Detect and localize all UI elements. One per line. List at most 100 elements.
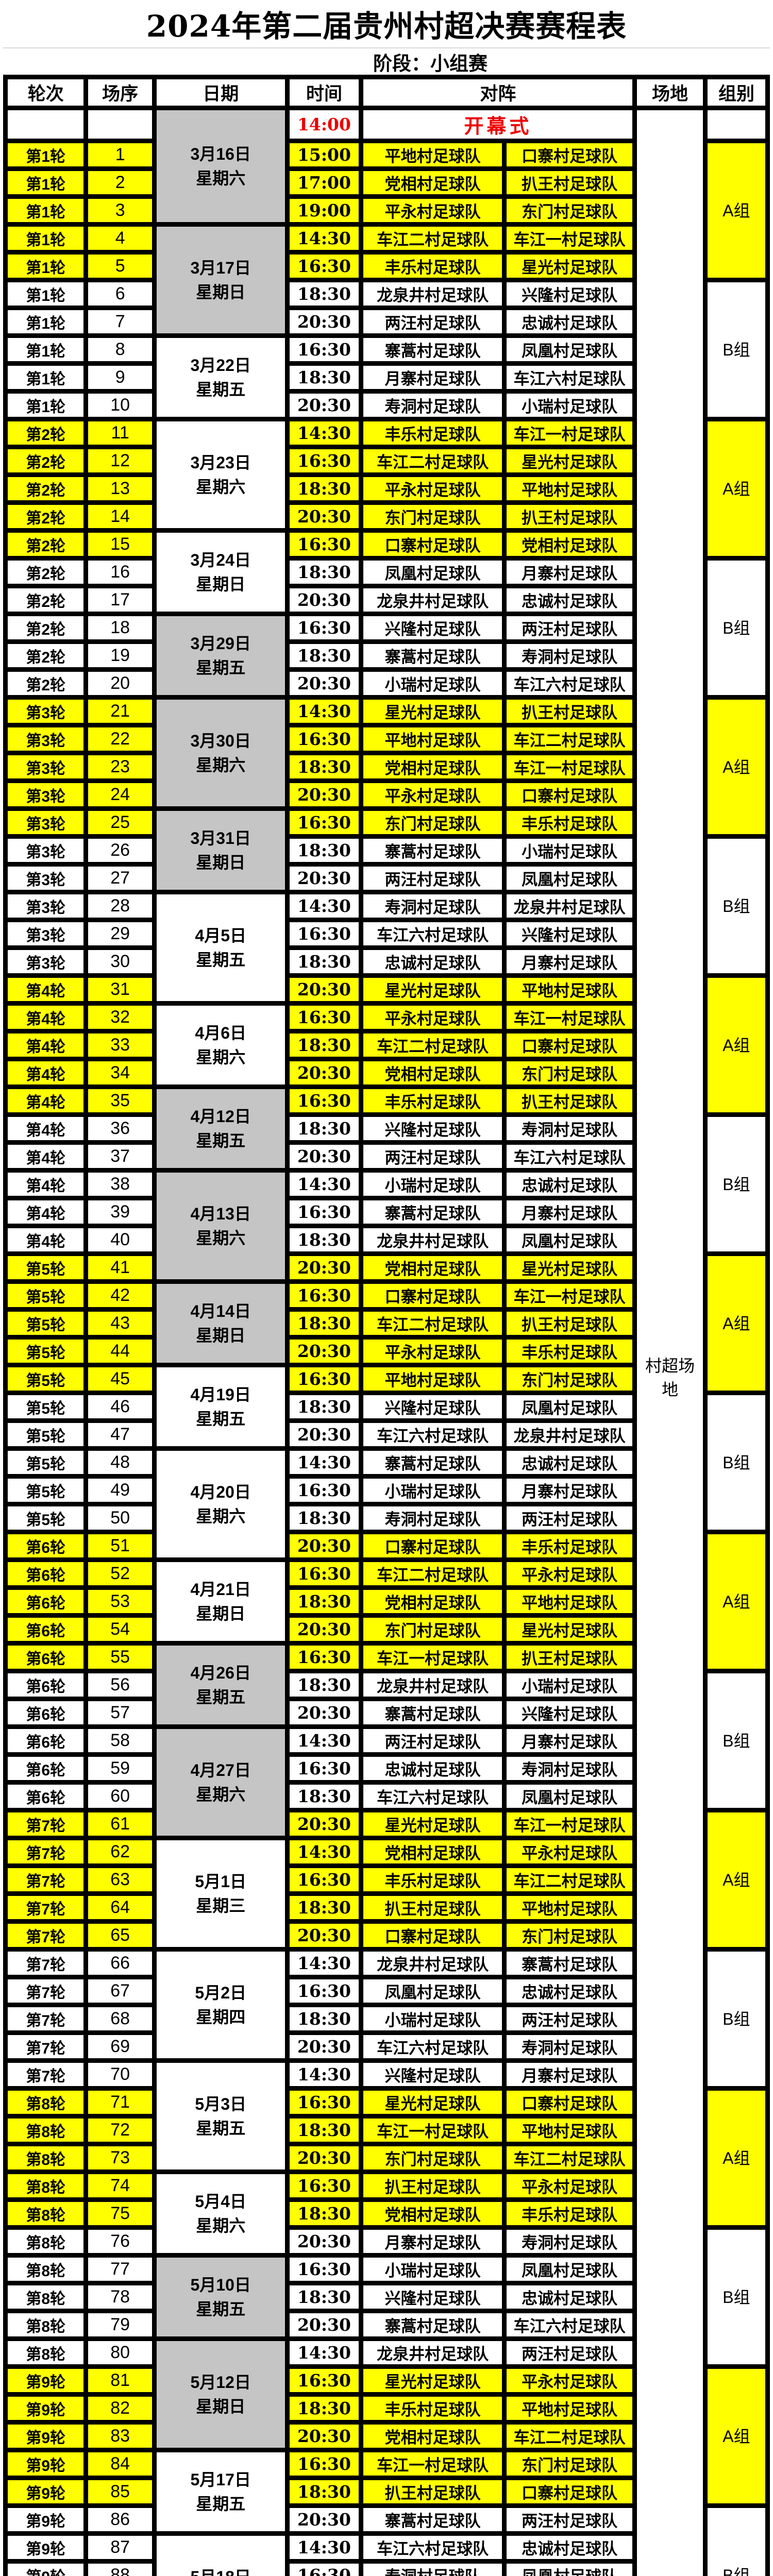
round-cell: 第3轮 — [3, 723, 89, 755]
time-cell: 18:30 — [284, 639, 364, 672]
round-cell: 第9轮 — [3, 2420, 89, 2452]
away-team-cell: 星光村足球队 — [501, 1613, 637, 1646]
home-team-cell: 兴隆村足球队 — [359, 1391, 507, 1423]
date-cell: 3月23日 星期六 — [152, 417, 290, 533]
date-cell: 4月26日 星期五 — [152, 1641, 290, 1729]
away-team-cell: 兴隆村足球队 — [501, 918, 637, 950]
away-team-cell: 月寨村足球队 — [501, 1724, 637, 1757]
time-cell: 16:30 — [284, 1084, 364, 1117]
home-team-cell: 扒王村足球队 — [359, 2170, 507, 2202]
date-cell: 3月31日 星期日 — [152, 806, 290, 894]
round-cell: 第4轮 — [3, 973, 89, 1006]
round-cell: 第3轮 — [3, 862, 89, 894]
date-text: 3月24日 — [190, 551, 251, 570]
date-cell: 4月5日 星期五 — [152, 890, 290, 1006]
match-number-cell: 73 — [83, 2142, 157, 2174]
match-number-cell: 49 — [83, 1474, 157, 1506]
home-team-cell: 寨蒿村足球队 — [359, 333, 507, 366]
time-cell: 19:00 — [284, 194, 364, 227]
time-cell: 18:30 — [284, 2003, 364, 2035]
date-cell: 4月14日 星期日 — [152, 1279, 290, 1367]
away-team-cell: 两汪村足球队 — [501, 612, 637, 644]
away-team-cell: 平永村足球队 — [501, 2170, 637, 2202]
time-cell: 14:00 — [284, 106, 364, 143]
home-team-cell: 两汪村足球队 — [359, 306, 507, 338]
round-cell: 第8轮 — [3, 2197, 89, 2230]
away-team-cell: 东门村足球队 — [501, 1919, 637, 1952]
home-team-cell: 凤凰村足球队 — [359, 1975, 507, 2007]
time-cell: 20:30 — [284, 2309, 364, 2341]
match-number-cell: 82 — [83, 2392, 157, 2425]
round-cell: 第4轮 — [3, 1112, 89, 1145]
home-team-cell: 车江二村足球队 — [359, 222, 507, 255]
home-team-cell: 小瑞村足球队 — [359, 1474, 507, 1506]
weekday-text: 星期五 — [196, 2494, 246, 2513]
page-title: 2024年第二届贵州村超决赛赛程表 — [146, 9, 627, 44]
time-cell: 20:30 — [284, 584, 364, 616]
weekday-text: 星期日 — [196, 282, 246, 301]
home-team-cell: 平永村足球队 — [359, 472, 507, 505]
time-cell: 16:30 — [284, 2253, 364, 2285]
time-cell: 14:30 — [284, 222, 364, 255]
away-team-cell: 凤凰村足球队 — [501, 333, 637, 366]
home-team-cell: 东门村足球队 — [359, 806, 507, 839]
home-team-cell: 车江六村足球队 — [359, 918, 507, 950]
round-cell: 第3轮 — [3, 806, 89, 839]
header-time: 时间 — [284, 75, 364, 110]
header-group: 组别 — [702, 75, 770, 110]
round-cell: 第2轮 — [3, 445, 89, 477]
time-cell: 16:30 — [284, 723, 364, 755]
header-matchup: 对阵 — [359, 75, 637, 110]
date-text: 3月16日 — [190, 145, 251, 164]
match-number-cell: 4 — [83, 222, 157, 255]
away-team-cell: 寿洞村足球队 — [501, 2030, 637, 2063]
home-team-cell: 平永村足球队 — [359, 778, 507, 811]
round-cell: 第9轮 — [3, 2559, 89, 2576]
group-label-cell: A组 — [702, 1808, 770, 1952]
round-cell: 第4轮 — [3, 1001, 89, 1033]
round-cell: 第7轮 — [3, 2003, 89, 2035]
away-team-cell: 车江一村足球队 — [501, 417, 637, 449]
match-number-cell: 86 — [83, 2503, 157, 2536]
away-team-cell: 小瑞村足球队 — [501, 1669, 637, 1701]
home-team-cell: 两汪村足球队 — [359, 1724, 507, 1757]
time-cell: 16:30 — [284, 528, 364, 561]
match-number-cell: 52 — [83, 1557, 157, 1590]
time-cell: 18:30 — [284, 1780, 364, 1812]
time-cell: 16:30 — [284, 2559, 364, 2576]
away-team-cell: 车江六村足球队 — [501, 1140, 637, 1173]
home-team-cell: 车江六村足球队 — [359, 2531, 507, 2564]
date-cell: 3月30日 星期六 — [152, 695, 290, 811]
header-match-no: 场序 — [83, 75, 157, 110]
group-label-cell: A组 — [702, 2364, 770, 2508]
date-text: 5月3日 — [195, 2095, 246, 2114]
weekday-text: 星期五 — [196, 1687, 246, 1706]
weekday-text: 星期五 — [196, 2299, 246, 2318]
match-number-cell: 75 — [83, 2197, 157, 2230]
away-team-cell: 车江二村足球队 — [501, 723, 637, 755]
match-number-cell: 27 — [83, 862, 157, 894]
away-team-cell: 党相村足球队 — [501, 528, 637, 561]
date-cell: 4月19日 星期五 — [152, 1363, 290, 1451]
time-cell: 18:30 — [284, 278, 364, 310]
match-number-cell: 84 — [83, 2448, 157, 2480]
match-number-cell: 2 — [83, 166, 157, 199]
time-cell: 16:30 — [284, 1196, 364, 1228]
round-cell: 第5轮 — [3, 1446, 89, 1479]
date-text: 3月29日 — [190, 634, 251, 653]
away-team-cell: 小瑞村足球队 — [501, 834, 637, 867]
time-cell: 20:30 — [284, 1697, 364, 1729]
time-cell: 20:30 — [284, 1140, 364, 1173]
time-cell: 17:00 — [284, 166, 364, 199]
match-number-cell: 48 — [83, 1446, 157, 1479]
round-cell: 第1轮 — [3, 166, 89, 199]
match-number-cell: 79 — [83, 2309, 157, 2341]
time-cell: 16:30 — [284, 2364, 364, 2397]
time-cell: 18:30 — [284, 556, 364, 588]
round-cell: 第6轮 — [3, 1641, 89, 1673]
home-team-cell: 龙泉井村足球队 — [359, 1669, 507, 1701]
round-cell: 第5轮 — [3, 1307, 89, 1340]
weekday-text: 星期日 — [196, 1604, 246, 1623]
match-number-cell: 72 — [83, 2114, 157, 2146]
match-number-cell: 67 — [83, 1975, 157, 2007]
